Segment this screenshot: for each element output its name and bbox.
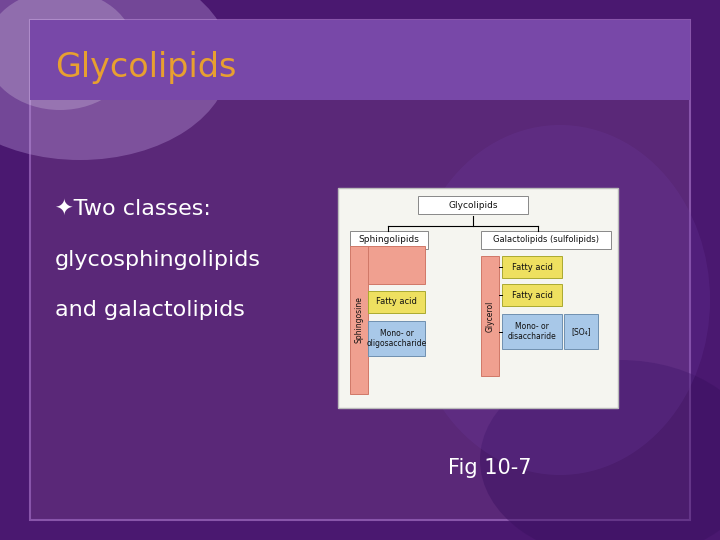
Ellipse shape xyxy=(480,360,720,540)
Text: Fatty acid: Fatty acid xyxy=(512,262,552,272)
Text: and galactolipids: and galactolipids xyxy=(55,300,245,320)
Bar xyxy=(564,314,598,349)
Bar xyxy=(502,256,562,278)
Bar xyxy=(502,314,562,349)
Text: ✦Two classes:: ✦Two classes: xyxy=(55,200,211,220)
Bar xyxy=(350,231,428,249)
Ellipse shape xyxy=(0,0,230,160)
Ellipse shape xyxy=(410,125,710,475)
Text: Glycolipids: Glycolipids xyxy=(55,51,236,84)
Bar xyxy=(350,246,368,394)
Ellipse shape xyxy=(0,0,135,110)
Text: [SO₄]: [SO₄] xyxy=(571,327,591,336)
Text: Mono- or
oligosaccharide: Mono- or oligosaccharide xyxy=(366,329,427,348)
Bar xyxy=(368,246,425,284)
Text: Mono- or
disaccharide: Mono- or disaccharide xyxy=(508,322,557,341)
Bar xyxy=(502,284,562,306)
Text: Galactolipids (sulfolipids): Galactolipids (sulfolipids) xyxy=(493,235,599,245)
Bar xyxy=(30,20,690,100)
Text: glycosphingolipids: glycosphingolipids xyxy=(55,250,261,270)
Bar xyxy=(368,291,425,313)
Bar xyxy=(418,196,528,214)
Text: Fatty acid: Fatty acid xyxy=(376,298,417,307)
Text: Sphingosine: Sphingosine xyxy=(354,296,364,343)
Bar xyxy=(481,256,499,376)
Text: Glycerol: Glycerol xyxy=(485,300,495,332)
FancyBboxPatch shape xyxy=(30,20,690,520)
Text: Fatty acid: Fatty acid xyxy=(512,291,552,300)
Text: Fig 10-7: Fig 10-7 xyxy=(449,458,532,478)
Text: Glycolipids: Glycolipids xyxy=(449,200,498,210)
Text: Sphingolipids: Sphingolipids xyxy=(359,235,420,245)
Bar xyxy=(368,321,425,356)
Bar xyxy=(481,231,611,249)
Bar xyxy=(338,188,618,408)
